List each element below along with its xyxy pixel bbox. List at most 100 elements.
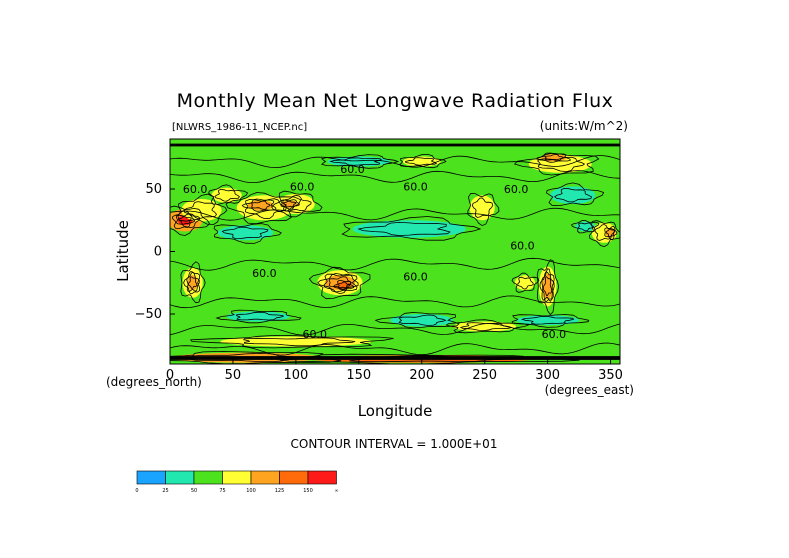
contour-line bbox=[320, 154, 400, 169]
contour-line bbox=[511, 272, 540, 293]
contour-label: 60.0 bbox=[403, 181, 428, 194]
contour-line bbox=[513, 152, 600, 176]
colorbar-swatch bbox=[222, 470, 252, 485]
y-unit-label: (degrees_north) bbox=[106, 375, 202, 389]
x-tick-label: 200 bbox=[409, 368, 434, 383]
contour-line bbox=[554, 187, 593, 203]
contour-line bbox=[317, 273, 358, 293]
y-tick-label: 50 bbox=[145, 182, 162, 197]
contour-line bbox=[605, 228, 615, 238]
contour-line bbox=[282, 200, 297, 208]
contour-line bbox=[170, 323, 620, 336]
x-axis-label: Longitude bbox=[358, 402, 433, 420]
contour-label: 60.0 bbox=[303, 328, 328, 341]
contour-label: 60.0 bbox=[510, 239, 535, 252]
contour-line bbox=[542, 276, 553, 297]
field-region bbox=[352, 220, 466, 238]
contour-line bbox=[177, 193, 228, 225]
colorbar-label: 125 bbox=[275, 488, 285, 494]
colorbar-swatch bbox=[193, 470, 223, 485]
x-tick-label: 350 bbox=[598, 368, 623, 383]
contour-line bbox=[170, 170, 620, 183]
contour-line bbox=[180, 261, 206, 304]
contour-line bbox=[517, 276, 534, 290]
contour-line bbox=[213, 223, 282, 244]
contour-line bbox=[251, 200, 271, 210]
contour-line bbox=[374, 312, 460, 329]
contour-line bbox=[535, 152, 572, 163]
contour-line bbox=[536, 259, 560, 316]
file-label: [NLWRS_1986-11_NCEP.nc] bbox=[172, 122, 307, 133]
contour-line bbox=[323, 273, 359, 295]
contour-line bbox=[329, 157, 383, 166]
contour-label: 60.0 bbox=[340, 163, 365, 176]
x-tick-label: 150 bbox=[346, 368, 371, 383]
contour-line bbox=[308, 266, 371, 300]
colorbar-swatch bbox=[136, 470, 166, 485]
contour-line bbox=[215, 309, 302, 324]
contour-line bbox=[511, 314, 590, 328]
y-tick-label: −50 bbox=[135, 307, 162, 322]
contour-line bbox=[170, 350, 342, 364]
colorbar-swatch bbox=[279, 470, 309, 485]
y-tick-label: 0 bbox=[154, 245, 162, 260]
colorbar-swatch bbox=[165, 470, 195, 485]
contour-line bbox=[241, 198, 277, 212]
contour-line bbox=[170, 205, 211, 236]
contour-line bbox=[178, 216, 192, 225]
contour-line bbox=[341, 216, 482, 241]
contour-line bbox=[170, 155, 620, 169]
plot-background bbox=[170, 139, 620, 364]
colorbar-swatch bbox=[307, 470, 337, 485]
contour-label: 60.0 bbox=[504, 183, 529, 196]
contour-line bbox=[578, 222, 594, 232]
contour-line bbox=[467, 193, 500, 227]
colorbar-label: ∞ bbox=[334, 488, 338, 494]
contour-line bbox=[271, 190, 323, 218]
contour-line bbox=[570, 219, 600, 234]
contour-line bbox=[544, 154, 565, 162]
contour-band bbox=[170, 356, 620, 360]
contour-label: 60.0 bbox=[403, 271, 428, 284]
contour-label: 60.0 bbox=[290, 181, 315, 194]
contour-line bbox=[332, 280, 355, 291]
contour-line bbox=[541, 268, 555, 302]
colorbar: 0 25 50 75 100 125 150 ∞ bbox=[135, 470, 339, 494]
colorbar-label: 100 bbox=[246, 488, 256, 494]
x-tick-label: 0 bbox=[166, 368, 174, 383]
x-tick-label: 300 bbox=[535, 368, 560, 383]
colorbar-label: 0 bbox=[135, 488, 138, 494]
units-label: (units:W/m^2) bbox=[540, 119, 628, 133]
contour-line bbox=[338, 281, 351, 289]
x-tick-label: 100 bbox=[283, 368, 308, 383]
contour-line bbox=[175, 213, 196, 228]
contour-line bbox=[170, 295, 620, 309]
contour-line bbox=[588, 220, 620, 248]
contour-line bbox=[186, 271, 200, 292]
chart-title: Monthly Mean Net Longwave Radiation Flux bbox=[177, 90, 614, 112]
colorbar-swatch bbox=[250, 470, 280, 485]
contour-line bbox=[221, 226, 269, 240]
contour-interval-text: CONTOUR INTERVAL = 1.000E+01 bbox=[291, 437, 498, 451]
contour-line bbox=[170, 257, 620, 271]
contour-line bbox=[183, 201, 218, 220]
contour-line bbox=[537, 156, 586, 173]
field-region bbox=[327, 156, 391, 167]
contour-line bbox=[398, 314, 447, 326]
contour-line bbox=[170, 207, 620, 221]
contour-line bbox=[459, 322, 513, 331]
contour-band bbox=[170, 143, 620, 147]
x-tick-label: 50 bbox=[225, 368, 242, 383]
contour-line bbox=[208, 184, 249, 205]
contour-line bbox=[520, 315, 575, 325]
contour-line bbox=[183, 271, 201, 295]
contour-label: 60.0 bbox=[183, 183, 208, 196]
colorbar-label: 50 bbox=[191, 488, 197, 494]
y-axis-label: Latitude bbox=[114, 220, 132, 282]
contour-line bbox=[188, 276, 198, 289]
contour-label: 60.0 bbox=[252, 267, 277, 280]
colorbar-label: 150 bbox=[303, 488, 313, 494]
colorbar-label: 25 bbox=[162, 488, 168, 494]
contour-line bbox=[225, 192, 302, 225]
